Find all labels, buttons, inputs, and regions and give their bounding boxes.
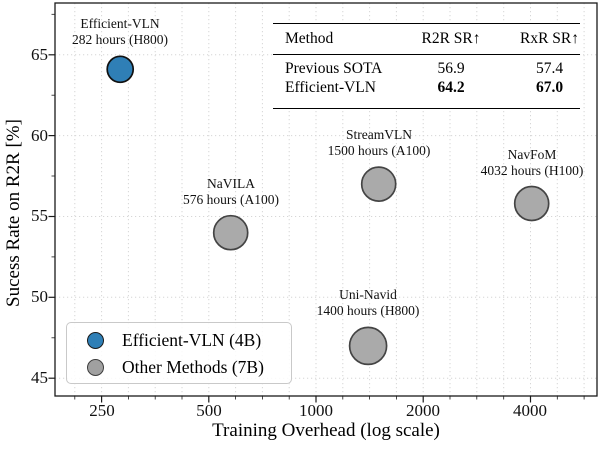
legend-item-efficient-vln: Efficient-VLN (4B) [67, 327, 291, 354]
method-cell: Previous SOTA [285, 60, 383, 77]
legend: Efficient-VLN (4B) Other Methods (7B) [66, 322, 292, 384]
annotation-uni-navid: Uni-Navid 1400 hours (H800) [273, 287, 463, 319]
data-point-efficient-vln [106, 55, 135, 84]
table-row-efficient-vln: Efficient-VLN 64.2 67.0 [273, 79, 580, 98]
annotation-line: NavFoM [507, 147, 557, 162]
legend-label: Efficient-VLN (4B) [122, 330, 262, 350]
annotation-navfom: NavFoM 4032 hours (H100) [437, 147, 606, 179]
data-point-navila [212, 214, 249, 251]
annotation-line: 4032 hours (H100) [480, 163, 584, 178]
x-axis-label: Training Overhead (log scale) [212, 420, 440, 441]
table-header-rxr-sr: RxR SR↑ [519, 30, 579, 47]
table-header-r2r-sr: R2R SR↑ [421, 30, 481, 47]
r2r-sr-cell: 64.2 [437, 78, 465, 96]
annotation-line: 1500 hours (A100) [327, 143, 431, 158]
annotation-line: StreamVLN [346, 127, 412, 142]
y-axis-label: Sucess Rate on R2R [%] [3, 119, 24, 307]
x-tick-label: 500 [196, 401, 222, 420]
gray-dot-icon [87, 359, 104, 376]
annotation-navila: NaVILA 576 hours (A100) [136, 176, 326, 208]
x-tick-label: 2000 [406, 401, 440, 420]
data-point-navfom [513, 185, 550, 222]
annotation-efficient-vln: Efficient-VLN 282 hours (H800) [25, 16, 215, 48]
data-point-uni-navid [348, 326, 388, 366]
rxr-sr-cell: 57.4 [535, 60, 564, 77]
r2r-sr-cell: 56.9 [437, 60, 465, 77]
legend-label: Other Methods (7B) [122, 357, 264, 377]
y-tick-label: 45 [31, 368, 48, 387]
blue-dot-icon [87, 332, 104, 349]
data-point-streamvln [360, 166, 397, 202]
table-row-previous-sota: Previous SOTA 56.9 57.4 [273, 60, 580, 79]
annotation-line: 1400 hours (H800) [316, 303, 420, 318]
results-table-body: Previous SOTA 56.9 57.4 Efficient-VLN 64… [273, 55, 580, 108]
results-table: Method R2R SR↑ RxR SR↑ Previous SOTA 56.… [273, 23, 580, 109]
annotation-line: 282 hours (H800) [72, 32, 168, 47]
method-cell: Efficient-VLN [285, 78, 376, 96]
y-tick-label: 65 [31, 45, 48, 64]
annotation-line: Efficient-VLN [80, 16, 160, 31]
annotation-line: 576 hours (A100) [183, 192, 279, 207]
y-tick-label: 55 [31, 206, 48, 225]
legend-item-other-methods: Other Methods (7B) [67, 354, 291, 381]
results-table-header: Method R2R SR↑ RxR SR↑ [273, 24, 580, 55]
x-tick-label: 250 [89, 401, 115, 420]
table-header-method: Method [285, 30, 334, 47]
annotation-line: NaVILA [207, 176, 255, 191]
x-tick-label: 1000 [299, 401, 333, 420]
y-tick-label: 50 [31, 287, 48, 306]
rxr-sr-cell: 67.0 [535, 78, 564, 96]
y-tick-label: 60 [31, 126, 48, 145]
annotation-line: Uni-Navid [339, 287, 397, 302]
annotation-streamvln: StreamVLN 1500 hours (A100) [284, 127, 474, 159]
x-tick-label: 4000 [513, 401, 547, 420]
